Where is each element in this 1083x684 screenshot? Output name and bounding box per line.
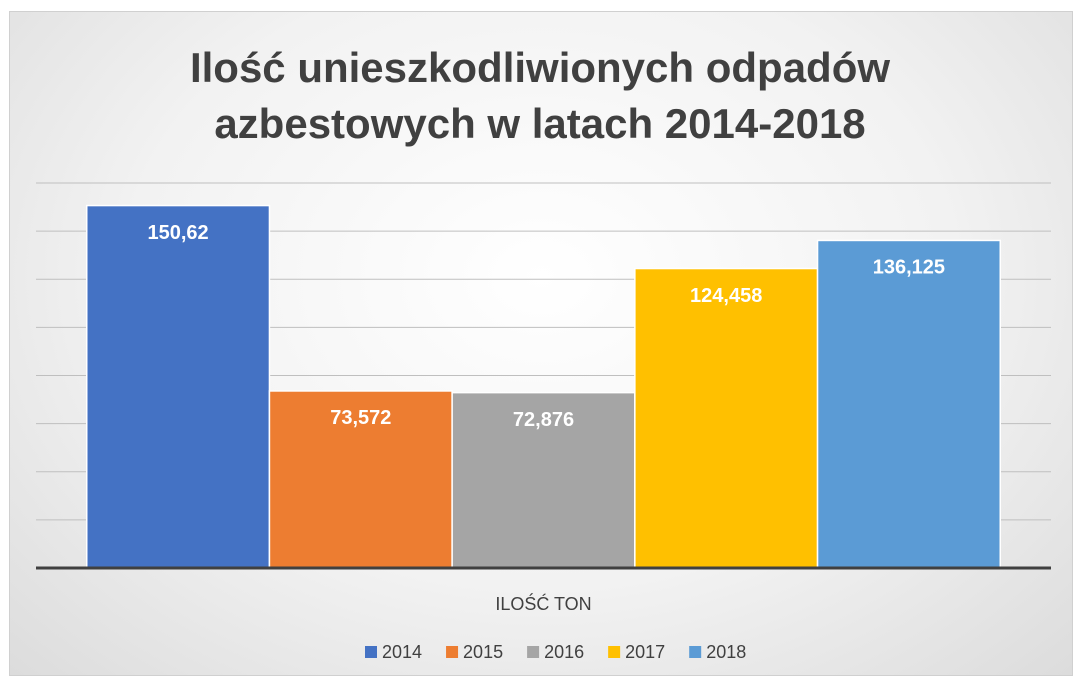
legend-swatch	[446, 646, 459, 658]
data-label: 136,125	[873, 257, 945, 279]
data-label: 124,458	[690, 285, 762, 307]
legend-label: 2017	[625, 642, 665, 662]
legend-label: 2016	[544, 642, 584, 662]
legend-swatch	[365, 646, 377, 658]
bar	[816, 239, 1001, 569]
legend-label: 2018	[706, 642, 746, 662]
legend-label: 2015	[463, 642, 503, 662]
data-label: 73,572	[330, 407, 391, 429]
legend-swatch	[608, 646, 621, 658]
legend-swatch	[527, 646, 540, 658]
bar	[451, 391, 636, 569]
x-tick-label: ILOŚĆ TON	[495, 593, 591, 614]
chart-title: Ilość unieszkodliwionych odpadów azbesto…	[189, 44, 891, 147]
bar	[86, 204, 271, 569]
data-label: 150,62	[148, 222, 209, 244]
legend-label: 2014	[382, 642, 422, 662]
bar	[634, 267, 819, 569]
legend-swatch	[689, 646, 702, 658]
data-label: 72,876	[513, 409, 574, 431]
